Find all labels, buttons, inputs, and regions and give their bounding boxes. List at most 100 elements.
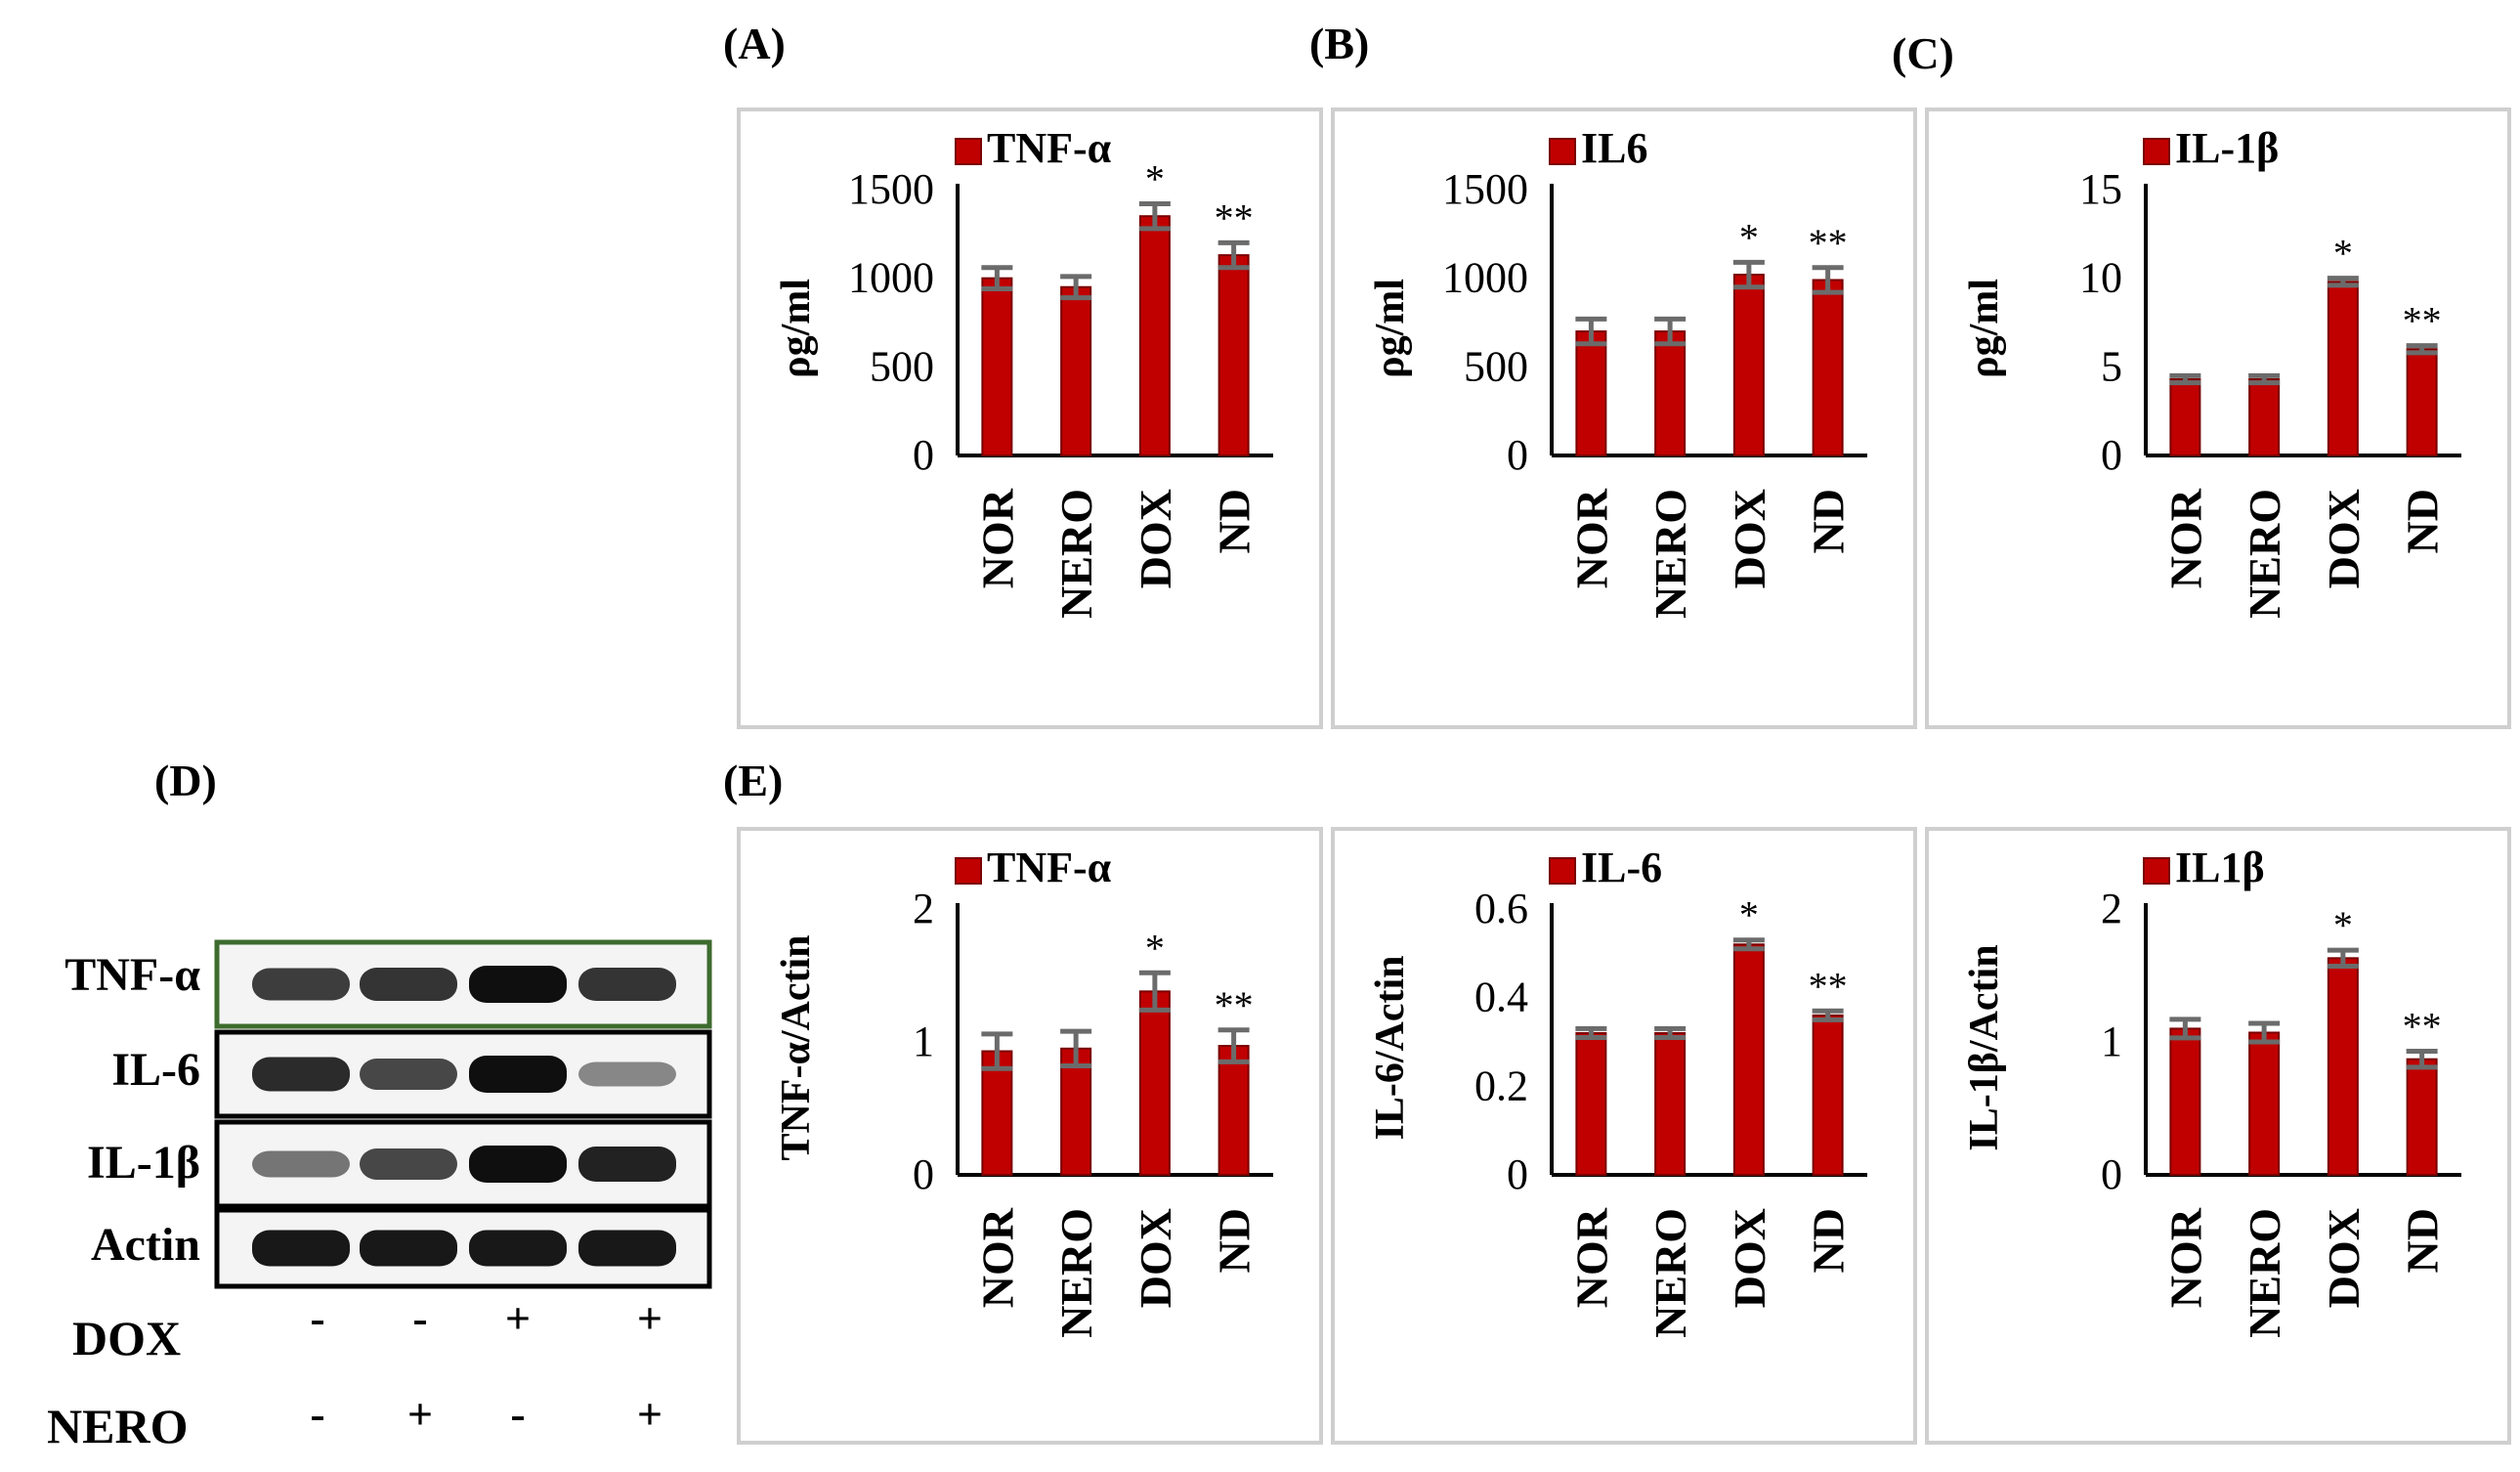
x-tick-label: NOR xyxy=(972,488,1022,588)
condition-sign: - xyxy=(310,1293,325,1343)
significance-marker: * xyxy=(1739,215,1759,259)
blot-band xyxy=(252,1150,350,1178)
x-tick-label: NOR xyxy=(2160,1207,2210,1308)
x-tick-label: DOX xyxy=(1725,489,1774,588)
condition-label-nero: NERO xyxy=(47,1399,189,1453)
significance-marker: ** xyxy=(1215,195,1254,239)
y-tick-label: 0 xyxy=(913,1150,934,1198)
bar xyxy=(1138,215,1171,456)
x-tick-label: ND xyxy=(1804,489,1854,553)
x-tick-label: DOX xyxy=(2319,489,2369,588)
condition-sign: + xyxy=(406,1389,434,1439)
significance-marker: * xyxy=(1739,893,1759,937)
blot-band xyxy=(578,968,676,1001)
bar xyxy=(1575,330,1607,456)
y-tick-label: 0 xyxy=(2101,1150,2122,1198)
y-tick-label: 15 xyxy=(2079,165,2122,213)
x-tick-label: DOX xyxy=(1131,489,1180,588)
panel-label-b: (B) xyxy=(1309,19,1370,68)
chart-panel-il6-elisa: IL6 0 500 1000 1500 ρg/ml NOR NERO * DOX ** ND xyxy=(1331,108,1917,729)
bar-chart-svg: IL6 0 500 1000 1500 ρg/ml NOR NERO * DOX ** ND xyxy=(1368,124,1867,619)
blot-band xyxy=(360,1059,457,1090)
x-tick-label: DOX xyxy=(1725,1208,1774,1308)
blot-band xyxy=(469,1146,567,1183)
bar xyxy=(1575,1031,1607,1176)
significance-marker: ** xyxy=(2403,1005,2442,1049)
y-tick-label: 1500 xyxy=(1442,165,1528,213)
bar xyxy=(1732,274,1765,456)
x-tick-label: NERO xyxy=(2240,489,2289,619)
y-tick-label: 500 xyxy=(870,342,934,390)
condition-sign: - xyxy=(412,1293,428,1343)
x-tick-label: NERO xyxy=(1051,489,1101,619)
y-axis-label: TNF-α/Actin xyxy=(774,934,819,1160)
y-tick-label: 2 xyxy=(913,885,934,932)
significance-marker: ** xyxy=(1215,983,1254,1027)
x-tick-label: NOR xyxy=(1566,1207,1616,1308)
y-tick-label: 1 xyxy=(2101,1017,2122,1065)
y-tick-label: 1000 xyxy=(848,254,934,302)
significance-marker: ** xyxy=(1809,964,1848,1008)
condition-sign: - xyxy=(510,1389,526,1439)
y-tick-label: 0.6 xyxy=(1474,885,1528,932)
bar xyxy=(2406,1058,2438,1176)
blot-band xyxy=(360,1230,457,1267)
blot-band xyxy=(469,1056,567,1093)
condition-sign: + xyxy=(636,1389,663,1439)
bar xyxy=(2248,378,2281,457)
panel-label-d: (D) xyxy=(154,756,217,805)
chart-panel-tnf-actin: TNF-α 0 1 2 TNF-α/Actin NOR NERO * DOX ** ND xyxy=(737,827,1323,1445)
y-axis-label: IL-1β/Actin xyxy=(1962,944,2007,1150)
y-tick-label: 0 xyxy=(2101,431,2122,479)
y-tick-label: 1 xyxy=(913,1017,934,1065)
x-tick-label: NERO xyxy=(1051,1208,1101,1338)
x-tick-label: NERO xyxy=(1645,489,1695,619)
chart-panel-tnf-elisa: TNF-α 0 500 1000 1500 ρg/ml NOR NERO * DOX ** ND xyxy=(737,108,1323,729)
y-tick-label: 0 xyxy=(1507,1150,1528,1198)
blot-band xyxy=(469,966,567,1003)
condition-sign: + xyxy=(636,1293,663,1343)
blot-label-il1b: IL-1β xyxy=(87,1137,200,1189)
bar xyxy=(1732,943,1765,1177)
legend-label: TNF-α xyxy=(987,124,1112,172)
blot-band xyxy=(360,968,457,1001)
blot-label-tnf: TNF-α xyxy=(64,949,200,1001)
x-tick-label: NOR xyxy=(972,1207,1022,1308)
bar xyxy=(2169,378,2201,457)
y-tick-label: 500 xyxy=(1464,342,1528,390)
legend-label: IL1β xyxy=(2175,844,2265,891)
bar xyxy=(1060,285,1092,456)
y-tick-label: 1000 xyxy=(1442,254,1528,302)
legend-label: IL-1β xyxy=(2175,124,2279,172)
bar xyxy=(2406,348,2438,456)
y-axis-label: IL-6/Actin xyxy=(1368,956,1413,1141)
blot-label-il6: IL-6 xyxy=(111,1044,200,1096)
x-tick-label: ND xyxy=(1804,1208,1854,1273)
significance-marker: * xyxy=(1145,157,1165,201)
panel-label-a: (A) xyxy=(723,19,786,68)
blot-band xyxy=(252,1230,350,1267)
bar-chart-svg: IL-1β 0 5 10 15 ρg/ml NOR NERO * DOX ** ND xyxy=(1962,124,2461,619)
bar-chart-svg: TNF-α 0 1 2 TNF-α/Actin NOR NERO * DOX ** ND xyxy=(774,844,1273,1338)
x-tick-label: NOR xyxy=(1566,488,1616,588)
x-tick-label: DOX xyxy=(1131,1208,1180,1308)
blot-band xyxy=(578,1230,676,1267)
chart-panel-il1b-actin: IL1β 0 1 2 IL-1β/Actin NOR NERO * DOX ** ND xyxy=(1925,827,2511,1445)
legend-swatch xyxy=(1549,857,1576,885)
bar xyxy=(1654,330,1687,456)
bar xyxy=(1217,1045,1250,1176)
bar xyxy=(1138,990,1171,1176)
y-axis-label: ρg/ml xyxy=(1368,279,1413,378)
bar xyxy=(1812,279,1844,456)
y-tick-label: 0.4 xyxy=(1474,974,1528,1021)
chart-panel-il1b-elisa: IL-1β 0 5 10 15 ρg/ml NOR NERO * DOX ** ND xyxy=(1925,108,2511,729)
bar xyxy=(2327,957,2359,1176)
bar xyxy=(981,277,1013,456)
y-axis-label: ρg/ml xyxy=(774,279,819,378)
blot-band xyxy=(360,1148,457,1180)
condition-label-dox: DOX xyxy=(72,1311,182,1365)
significance-marker: ** xyxy=(1809,221,1848,265)
y-tick-label: 0 xyxy=(913,431,934,479)
blot-band xyxy=(252,1057,350,1092)
condition-sign: + xyxy=(504,1293,532,1343)
